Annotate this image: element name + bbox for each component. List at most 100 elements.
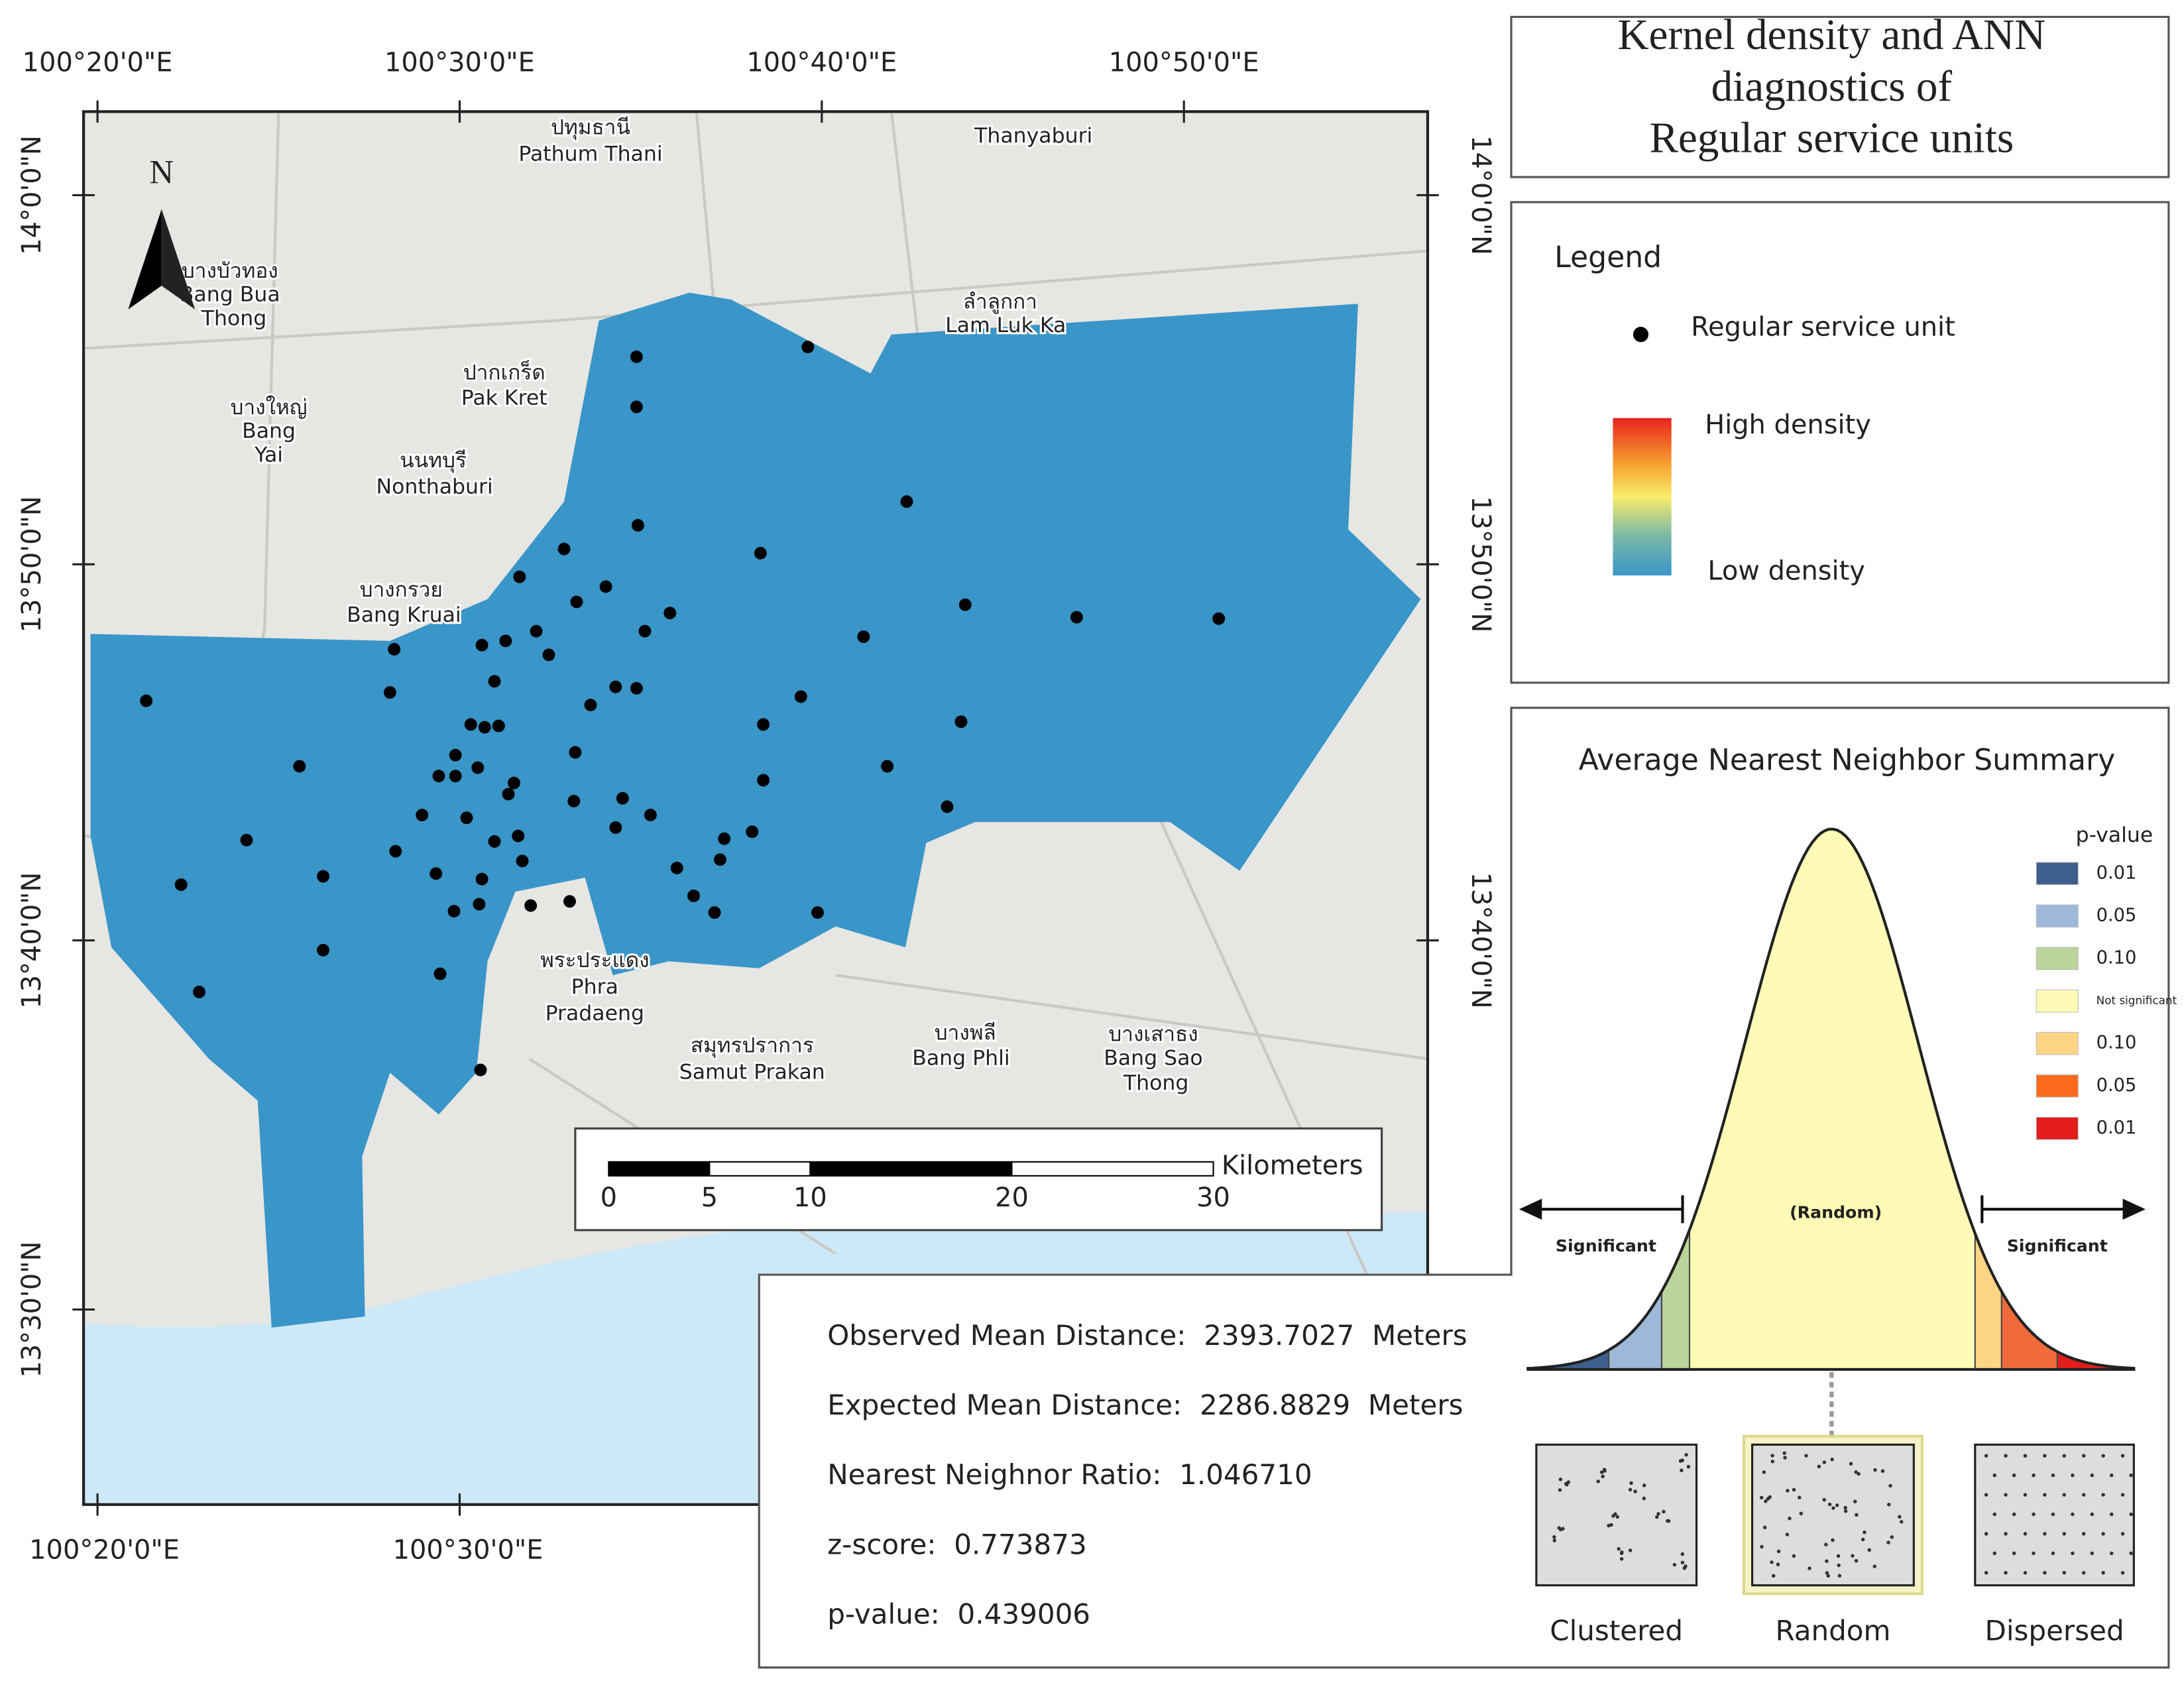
pattern-box bbox=[1751, 1443, 1915, 1587]
service-unit bbox=[433, 967, 447, 980]
place-label: Phra bbox=[571, 975, 618, 999]
place-label: ลำลูกกา bbox=[963, 290, 1037, 314]
service-unit bbox=[389, 844, 402, 858]
pattern-dot bbox=[1620, 1550, 1624, 1554]
pattern-dot bbox=[1817, 1464, 1821, 1469]
lat-label-right: 14°0'0"N bbox=[1466, 135, 1496, 255]
pattern-dot bbox=[1629, 1481, 1633, 1485]
pattern-dot bbox=[1783, 1456, 1787, 1460]
pattern-dot bbox=[1853, 1499, 1857, 1503]
pattern-dot bbox=[1613, 1512, 1617, 1516]
pvalue-swatch bbox=[2036, 947, 2079, 970]
pattern-dot bbox=[1831, 1506, 1835, 1510]
service-unit bbox=[471, 761, 485, 774]
service-unit bbox=[449, 748, 462, 762]
service-units bbox=[140, 341, 1226, 1076]
stat-line: Observed Mean Distance: 2393.7027 Meters bbox=[827, 1319, 1467, 1352]
pattern-dot bbox=[2101, 1493, 2105, 1497]
place-label: Lam Luk Ka bbox=[945, 314, 1066, 337]
lat-label-left: 13°30'0"N bbox=[17, 1242, 47, 1378]
pattern-dot bbox=[1764, 1499, 1768, 1503]
pattern-dot bbox=[1678, 1459, 1683, 1463]
pvalue-swatch bbox=[2036, 1117, 2079, 1140]
pattern-dot bbox=[1799, 1511, 1804, 1516]
pattern-dot bbox=[2032, 1473, 2036, 1478]
place-labels: ปทุมธานีPathum Thani Thanyaburi ลำลูกกาLam… bbox=[178, 113, 1205, 1097]
pattern-dot bbox=[1808, 1566, 1811, 1570]
place-label: Bang Kruai bbox=[347, 603, 461, 627]
pattern-dot bbox=[1559, 1527, 1563, 1532]
lat-label-right: 13°50'0"N bbox=[1466, 496, 1496, 632]
service-unit bbox=[492, 719, 505, 732]
pvalue-swatch bbox=[2036, 989, 2079, 1013]
random-label: (Random) bbox=[1790, 1203, 1882, 1222]
pattern-dot bbox=[2032, 1551, 2036, 1556]
pattern-label: Dispersed bbox=[1985, 1615, 2124, 1647]
place-label: Bang Phli bbox=[912, 1046, 1009, 1070]
pattern-dot bbox=[2012, 1473, 2016, 1478]
pattern-dot bbox=[1609, 1523, 1613, 1527]
service-unit bbox=[609, 680, 622, 693]
scale-tick-label: 20 bbox=[995, 1183, 1029, 1213]
pattern-dot bbox=[2043, 1571, 2047, 1575]
pattern-dot bbox=[1992, 1512, 1996, 1517]
title-box bbox=[1510, 15, 2170, 178]
service-unit bbox=[900, 495, 913, 508]
pattern-dot bbox=[1825, 1559, 1829, 1563]
pattern-dot bbox=[2043, 1454, 2047, 1458]
title-line: Regular service units bbox=[1649, 115, 2014, 162]
pvalue-label: 0.10 bbox=[2097, 1033, 2137, 1053]
service-unit bbox=[416, 809, 429, 822]
statistics: Observed Mean Distance: 2393.7027 Meters… bbox=[827, 1319, 1467, 1630]
service-unit bbox=[542, 648, 555, 662]
pattern-dot bbox=[1788, 1516, 1792, 1521]
service-unit bbox=[447, 905, 461, 918]
pattern-dot bbox=[2023, 1571, 2028, 1575]
place-label: Yai bbox=[254, 443, 283, 467]
pattern-label: Clustered bbox=[1550, 1615, 1683, 1647]
service-unit bbox=[631, 519, 644, 532]
pvalue-label: 0.10 bbox=[2097, 948, 2137, 968]
pattern-dot bbox=[2062, 1532, 2067, 1536]
pattern-dot bbox=[2043, 1532, 2047, 1536]
pattern-dot bbox=[1792, 1487, 1796, 1492]
lat-label-left: 13°50'0"N bbox=[17, 496, 47, 632]
service-unit bbox=[499, 634, 512, 648]
pattern-dot bbox=[1792, 1554, 1796, 1558]
pattern-dot bbox=[2071, 1551, 2075, 1556]
service-unit bbox=[630, 681, 643, 695]
pattern-dot bbox=[2101, 1571, 2105, 1575]
pattern-dot bbox=[1770, 1460, 1775, 1464]
pattern-dot bbox=[1887, 1503, 1891, 1507]
pattern-dot bbox=[1843, 1505, 1847, 1510]
pattern-dot bbox=[2012, 1512, 2016, 1517]
pattern-label: Random bbox=[1775, 1615, 1890, 1647]
pattern-dot bbox=[1776, 1562, 1780, 1566]
service-unit bbox=[954, 715, 968, 728]
pattern-dot bbox=[1836, 1554, 1841, 1558]
pattern-dot bbox=[1680, 1552, 1685, 1556]
lon-label-top: 100°20'0"E bbox=[23, 47, 173, 78]
pattern-dot bbox=[1830, 1458, 1834, 1462]
pattern-dot bbox=[1603, 1469, 1607, 1473]
service-unit bbox=[388, 643, 401, 656]
pattern-dot bbox=[1770, 1454, 1774, 1458]
service-unit bbox=[941, 800, 954, 813]
pattern-dot bbox=[1642, 1496, 1646, 1501]
service-unit bbox=[638, 624, 652, 638]
service-unit bbox=[478, 721, 491, 734]
title-line: Kernel density and ANN bbox=[1618, 11, 2046, 59]
pattern-dot bbox=[2120, 1532, 2125, 1536]
pattern-dot bbox=[2051, 1473, 2055, 1478]
service-unit bbox=[474, 1063, 487, 1076]
curve-outline bbox=[1526, 827, 2136, 1371]
service-unit bbox=[383, 686, 396, 699]
pattern-dot bbox=[2109, 1512, 2114, 1517]
place-label: Pathum Thani bbox=[518, 143, 662, 166]
place-label: บางพลี bbox=[935, 1021, 996, 1045]
service-unit bbox=[687, 889, 700, 902]
service-unit bbox=[1212, 612, 1226, 625]
title-line: diagnostics of bbox=[1711, 63, 1953, 111]
pattern-dot bbox=[2129, 1551, 2133, 1556]
stat-line: Expected Mean Distance: 2286.8829 Meters bbox=[827, 1389, 1463, 1421]
